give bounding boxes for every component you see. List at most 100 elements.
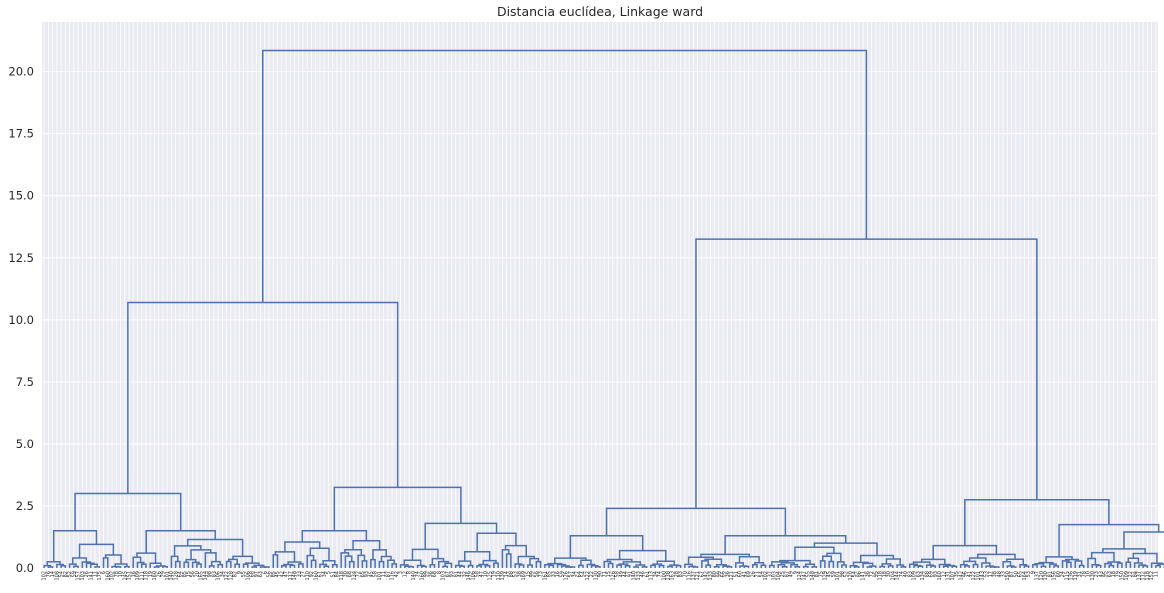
- leaf-label: 21: [755, 571, 761, 577]
- leaf-label: 103: [80, 571, 86, 581]
- leaf-label: 35: [954, 571, 960, 577]
- leaf-label: 103: [441, 571, 447, 581]
- dendrogram-link: [251, 566, 258, 568]
- leaf-label: 150: [1005, 571, 1011, 581]
- leaf-label: 118: [339, 571, 345, 581]
- leaf-label: 169: [521, 571, 527, 581]
- dendrogram-link: [819, 560, 826, 568]
- leaf-label: 52: [67, 571, 73, 577]
- dendrogram-link: [777, 563, 786, 568]
- dendrogram-link: [993, 566, 1000, 568]
- dendrogram-link: [344, 555, 353, 568]
- dendrogram-link: [535, 560, 542, 568]
- leaf-label: 45: [368, 571, 374, 577]
- leaf-label: 104: [890, 571, 896, 581]
- dendrogram-link: [442, 565, 448, 568]
- dendrogram-link: [841, 564, 847, 568]
- leaf-label: 122: [224, 571, 230, 581]
- dendrogram-link: [650, 564, 656, 568]
- dendrogram-link: [805, 563, 816, 567]
- dendrogram-link: [310, 559, 317, 568]
- leaf-label: 151: [127, 571, 133, 581]
- dendrogram-link: [822, 555, 833, 562]
- leaf-label: 110: [496, 571, 502, 581]
- dendrogram-link: [190, 549, 212, 560]
- leaf-label: 41: [967, 571, 973, 577]
- leaf-label: 84: [335, 571, 341, 577]
- dendrogram-link: [1006, 558, 1025, 565]
- leaf-label: 82: [233, 571, 239, 577]
- dendrogram-link: [951, 565, 958, 568]
- leaf-label: 59: [831, 571, 837, 577]
- dendrogram-link: [408, 565, 415, 568]
- leaf-label: 86: [856, 571, 862, 577]
- leaf-label: 47: [479, 571, 485, 577]
- leaf-label: 102: [42, 571, 48, 581]
- dendrogram-link: [1123, 531, 1164, 549]
- dendrogram-link: [1074, 560, 1083, 568]
- leaf-label: 47: [284, 571, 290, 577]
- dendrogram-link: [463, 550, 491, 562]
- leaf-label: 107: [950, 571, 956, 581]
- leaf-label: 10: [483, 571, 489, 577]
- dendrogram-link: [217, 563, 224, 568]
- dendrogram-link: [605, 507, 787, 536]
- leaf-label: 109: [912, 571, 918, 581]
- y-tick-label: 20.0: [8, 65, 34, 79]
- leaf-label: 165: [199, 571, 205, 581]
- dendrogram-link: [94, 566, 101, 568]
- leaf-label: 106: [470, 571, 476, 581]
- dendrogram-link: [68, 563, 77, 568]
- dendrogram-link: [272, 554, 279, 568]
- dendrogram-link: [204, 552, 217, 568]
- dendrogram-link: [569, 566, 576, 568]
- dendrogram-link: [968, 557, 987, 563]
- leaf-label: 42: [279, 571, 285, 577]
- dendrogram-link: [633, 566, 639, 568]
- leaf-label: 63: [916, 571, 922, 577]
- leaf-label: 111: [139, 571, 145, 581]
- dendrogram-link: [713, 565, 720, 568]
- vertical-grid: [43, 22, 1157, 568]
- leaf-label: 34: [653, 571, 659, 577]
- leaf-label: 140: [169, 571, 175, 581]
- leaf-label: 9: [237, 571, 243, 574]
- leaf-label: 130: [1043, 571, 1049, 581]
- dendrogram-link: [1058, 523, 1160, 557]
- dendrogram-link: [421, 565, 427, 568]
- dendrogram-link: [569, 534, 644, 559]
- leaf-label: 58: [373, 571, 379, 577]
- dendrogram-link: [102, 557, 109, 568]
- leaf-label: 88: [508, 571, 514, 577]
- leaf-label: 82: [63, 571, 69, 577]
- dendrogram-link: [280, 564, 287, 568]
- dendrogram-link: [370, 558, 376, 568]
- dendrogram-link: [424, 522, 498, 550]
- leaf-label: 74: [899, 571, 905, 577]
- dendrogram-link: [297, 563, 304, 568]
- dendrogram-link: [191, 561, 200, 568]
- leaf-label: 120: [848, 571, 854, 581]
- dendrogram-link: [174, 560, 181, 568]
- dendrogram-link: [981, 562, 991, 568]
- dendrogram-link: [399, 564, 409, 568]
- dendrogram-link: [264, 566, 270, 568]
- dendrogram-link: [896, 564, 905, 568]
- dendrogram-link: [429, 563, 436, 568]
- dendrogram-link: [331, 564, 338, 568]
- dendrogram-link: [1032, 564, 1038, 568]
- leaf-label: 137: [691, 571, 697, 581]
- dendrogram-link: [554, 557, 587, 564]
- leaf-label: 29: [161, 571, 167, 577]
- dendrogram-link: [529, 557, 540, 565]
- leaf-label: 63: [258, 571, 264, 577]
- horizontal-grid: [42, 71, 1158, 569]
- dendrogram-link: [149, 562, 162, 568]
- dendrogram-link: [380, 555, 392, 562]
- leaf-label: 109: [135, 571, 141, 581]
- dendrogram-link: [289, 564, 296, 568]
- dendrogram-link: [185, 558, 197, 563]
- leaf-label: 160: [105, 571, 111, 581]
- dendrogram-link: [127, 301, 399, 494]
- dendrogram-link: [942, 565, 949, 568]
